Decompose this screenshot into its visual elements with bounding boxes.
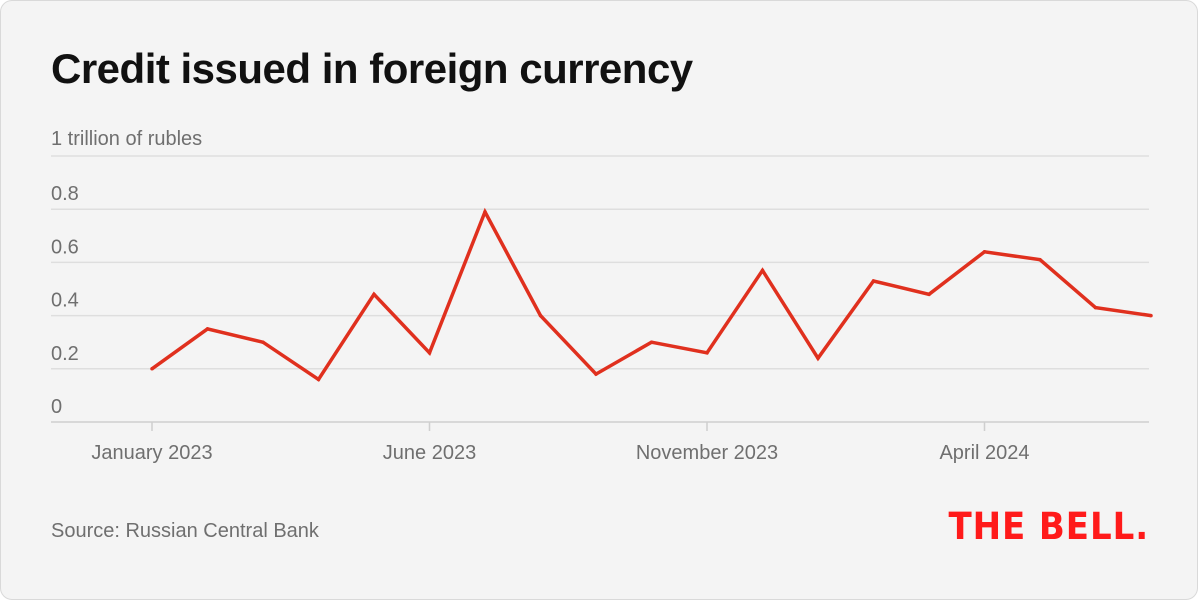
data-point (816, 356, 820, 360)
x-tick-label: June 2023 (383, 442, 476, 464)
data-point (1038, 257, 1042, 262)
data-point (871, 279, 876, 283)
y-tick-label: 0.6 (51, 236, 79, 258)
data-point (760, 268, 765, 273)
x-tick-label: November 2023 (636, 442, 778, 464)
y-tick-label: 0.4 (51, 290, 79, 312)
data-point (927, 292, 931, 297)
data-point (205, 327, 210, 331)
grid-lines (51, 155, 1149, 423)
series-line (150, 207, 1152, 382)
x-tick-label: April 2024 (939, 442, 1029, 464)
data-point (316, 377, 321, 382)
chart-title: Credit issued in foreign currency (51, 45, 693, 92)
y-axis-unit-label: 1 trillion of rubles (51, 128, 203, 150)
data-point (427, 351, 432, 355)
y-tick-label: 0.2 (51, 343, 79, 365)
source-note: Source: Russian Central Bank (51, 520, 319, 542)
data-point (261, 340, 265, 344)
data-point (1149, 313, 1153, 318)
x-ticks: January 2023 June 2023 November 2023 April … (91, 422, 1030, 464)
data-point (483, 210, 487, 214)
data-point (982, 250, 987, 254)
data-point (150, 367, 154, 371)
data-point (1093, 305, 1098, 310)
y-tick-label: 0.8 (51, 183, 79, 205)
data-point (594, 372, 598, 376)
data-point (538, 313, 543, 318)
y-tick-labels: 0 0.2 0.4 0.6 0.8 (51, 183, 79, 418)
brand-logo: THE BELL. (948, 505, 1149, 548)
data-point (705, 351, 709, 355)
x-tick-label: January 2023 (91, 442, 212, 464)
data-point (649, 340, 654, 344)
series-layer (150, 207, 1153, 382)
y-tick-label: 0 (51, 396, 62, 418)
data-point (372, 292, 376, 297)
